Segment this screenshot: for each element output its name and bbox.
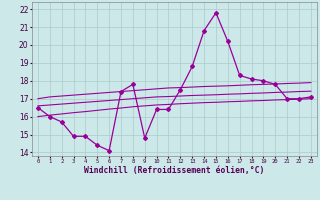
X-axis label: Windchill (Refroidissement éolien,°C): Windchill (Refroidissement éolien,°C) [84, 166, 265, 175]
